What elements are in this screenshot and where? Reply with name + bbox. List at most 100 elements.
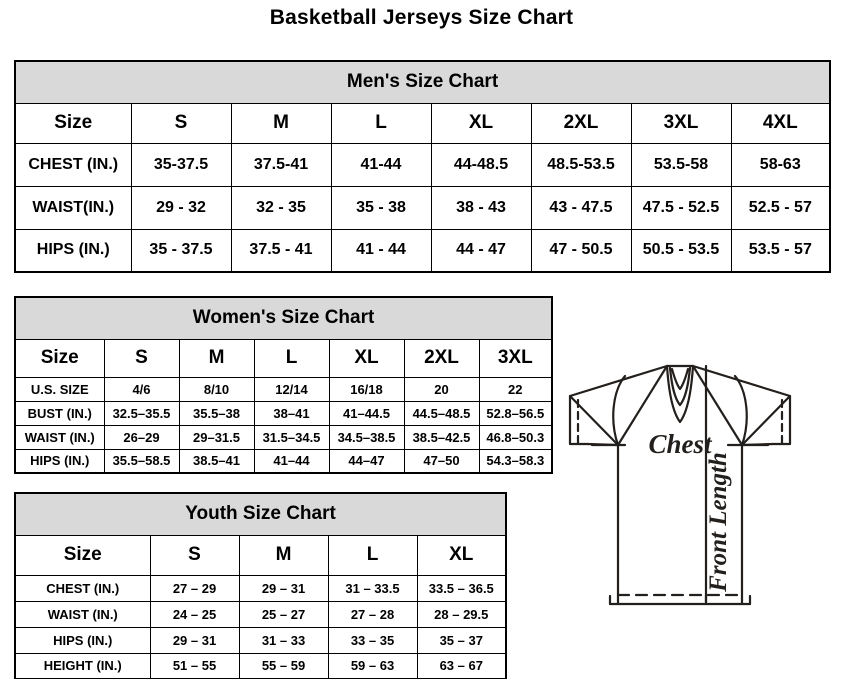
youth-chest-m: 29 – 31 [238, 574, 329, 602]
youth-table-body: Youth Size Chart Size S M L XL CHEST (IN… [14, 492, 507, 679]
mens-hips-l: 41 - 44 [330, 228, 432, 273]
womens-waist-3xl: 46.8–50.3 [478, 424, 553, 450]
youth-size-table: Youth Size Chart Size S M L XL CHEST (IN… [14, 492, 508, 679]
table-row: HIPS (IN.) 35 - 37.5 37.5 - 41 41 - 44 4… [14, 228, 831, 273]
womens-bust-s: 32.5–35.5 [103, 400, 180, 426]
mens-col-4xl: 4XL [730, 102, 831, 144]
womens-table-body: Women's Size Chart Size S M L XL 2XL 3XL… [14, 296, 553, 474]
womens-header-row: Size S M L XL 2XL 3XL [14, 338, 553, 378]
chest-measure-label: Chest [648, 429, 713, 459]
mens-waist-l: 35 - 38 [330, 185, 432, 230]
womens-caption-row: Women's Size Chart [14, 296, 553, 340]
mens-hips-4xl: 53.5 - 57 [730, 228, 831, 273]
youth-waist-xl: 28 – 29.5 [416, 600, 507, 628]
womens-row-label-us-size: U.S. SIZE [14, 376, 105, 402]
mens-col-xl: XL [430, 102, 532, 144]
mens-chest-s: 35-37.5 [130, 142, 232, 187]
youth-header-row: Size S M L XL [14, 534, 507, 576]
mens-col-s: S [130, 102, 232, 144]
womens-waist-2xl: 38.5–42.5 [403, 424, 480, 450]
womens-ussize-2xl: 20 [403, 376, 480, 402]
mens-table-body: Men's Size Chart Size S M L XL 2XL 3XL 4… [14, 60, 831, 273]
youth-waist-s: 24 – 25 [149, 600, 240, 628]
mens-size-label: Size [14, 102, 132, 144]
mens-header-row: Size S M L XL 2XL 3XL 4XL [14, 102, 831, 144]
mens-caption-row: Men's Size Chart [14, 60, 831, 104]
womens-ussize-s: 4/6 [103, 376, 180, 402]
womens-size-table: Women's Size Chart Size S M L XL 2XL 3XL… [14, 296, 554, 474]
youth-row-label-chest: CHEST (IN.) [14, 574, 151, 602]
mens-waist-m: 32 - 35 [230, 185, 332, 230]
womens-hips-2xl: 47–50 [403, 448, 480, 474]
youth-caption: Youth Size Chart [14, 492, 507, 536]
mens-hips-2xl: 47 - 50.5 [530, 228, 632, 273]
youth-chest-l: 31 – 33.5 [327, 574, 418, 602]
mens-row-label-hips: HIPS (IN.) [14, 228, 132, 273]
womens-size-label: Size [14, 338, 105, 378]
womens-hips-m: 38.5–41 [178, 448, 255, 474]
table-row: HIPS (IN.) 29 – 31 31 – 33 33 – 35 35 – … [14, 626, 507, 654]
womens-bust-xl: 41–44.5 [328, 400, 405, 426]
table-row: WAIST (IN.) 24 – 25 25 – 27 27 – 28 28 –… [14, 600, 507, 628]
youth-height-l: 59 – 63 [327, 652, 418, 679]
youth-chest-s: 27 – 29 [149, 574, 240, 602]
mens-waist-s: 29 - 32 [130, 185, 232, 230]
mens-row-label-chest: CHEST (IN.) [14, 142, 132, 187]
youth-hips-s: 29 – 31 [149, 626, 240, 654]
table-row: BUST (IN.) 32.5–35.5 35.5–38 38–41 41–44… [14, 400, 553, 426]
mens-row-label-waist: WAIST(IN.) [14, 185, 132, 230]
womens-hips-3xl: 54.3–58.3 [478, 448, 553, 474]
page-title: Basketball Jerseys Size Chart [269, 6, 574, 29]
mens-hips-xl: 44 - 47 [430, 228, 532, 273]
mens-waist-4xl: 52.5 - 57 [730, 185, 831, 230]
front-length-measure-label: Front Length [705, 452, 732, 593]
table-row: CHEST (IN.) 35-37.5 37.5-41 41-44 44-48.… [14, 142, 831, 187]
womens-waist-xl: 34.5–38.5 [328, 424, 405, 450]
womens-hips-s: 35.5–58.5 [103, 448, 180, 474]
womens-col-l: L [253, 338, 330, 378]
mens-col-l: L [330, 102, 432, 144]
mens-hips-s: 35 - 37.5 [130, 228, 232, 273]
womens-bust-l: 38–41 [253, 400, 330, 426]
youth-hips-xl: 35 – 37 [416, 626, 507, 654]
youth-row-label-waist: WAIST (IN.) [14, 600, 151, 628]
youth-height-s: 51 – 55 [149, 652, 240, 679]
table-row: U.S. SIZE 4/6 8/10 12/14 16/18 20 22 [14, 376, 553, 402]
youth-hips-l: 33 – 35 [327, 626, 418, 654]
mens-hips-3xl: 50.5 - 53.5 [630, 228, 732, 273]
jersey-measurement-diagram: Chest Front Length [530, 352, 830, 662]
table-row: HIPS (IN.) 35.5–58.5 38.5–41 41–44 44–47… [14, 448, 553, 474]
youth-col-s: S [149, 534, 240, 576]
table-row: WAIST (IN.) 26–29 29–31.5 31.5–34.5 34.5… [14, 424, 553, 450]
womens-ussize-xl: 16/18 [328, 376, 405, 402]
youth-size-label: Size [14, 534, 151, 576]
womens-col-3xl: 3XL [478, 338, 553, 378]
womens-ussize-l: 12/14 [253, 376, 330, 402]
youth-row-label-hips: HIPS (IN.) [14, 626, 151, 654]
mens-waist-3xl: 47.5 - 52.5 [630, 185, 732, 230]
womens-col-2xl: 2XL [403, 338, 480, 378]
youth-waist-m: 25 – 27 [238, 600, 329, 628]
womens-waist-l: 31.5–34.5 [253, 424, 330, 450]
womens-row-label-waist: WAIST (IN.) [14, 424, 105, 450]
mens-waist-2xl: 43 - 47.5 [530, 185, 632, 230]
youth-col-m: M [238, 534, 329, 576]
youth-height-m: 55 – 59 [238, 652, 329, 679]
womens-col-s: S [103, 338, 180, 378]
womens-hips-l: 41–44 [253, 448, 330, 474]
womens-bust-2xl: 44.5–48.5 [403, 400, 480, 426]
table-row: CHEST (IN.) 27 – 29 29 – 31 31 – 33.5 33… [14, 574, 507, 602]
youth-height-xl: 63 – 67 [416, 652, 507, 679]
youth-col-xl: XL [416, 534, 507, 576]
mens-hips-m: 37.5 - 41 [230, 228, 332, 273]
mens-caption: Men's Size Chart [14, 60, 831, 104]
youth-row-label-height: HEIGHT (IN.) [14, 652, 151, 679]
womens-caption: Women's Size Chart [14, 296, 553, 340]
womens-waist-s: 26–29 [103, 424, 180, 450]
table-row: WAIST(IN.) 29 - 32 32 - 35 35 - 38 38 - … [14, 185, 831, 230]
womens-row-label-bust: BUST (IN.) [14, 400, 105, 426]
youth-col-l: L [327, 534, 418, 576]
womens-hips-xl: 44–47 [328, 448, 405, 474]
mens-size-table: Men's Size Chart Size S M L XL 2XL 3XL 4… [14, 60, 832, 273]
